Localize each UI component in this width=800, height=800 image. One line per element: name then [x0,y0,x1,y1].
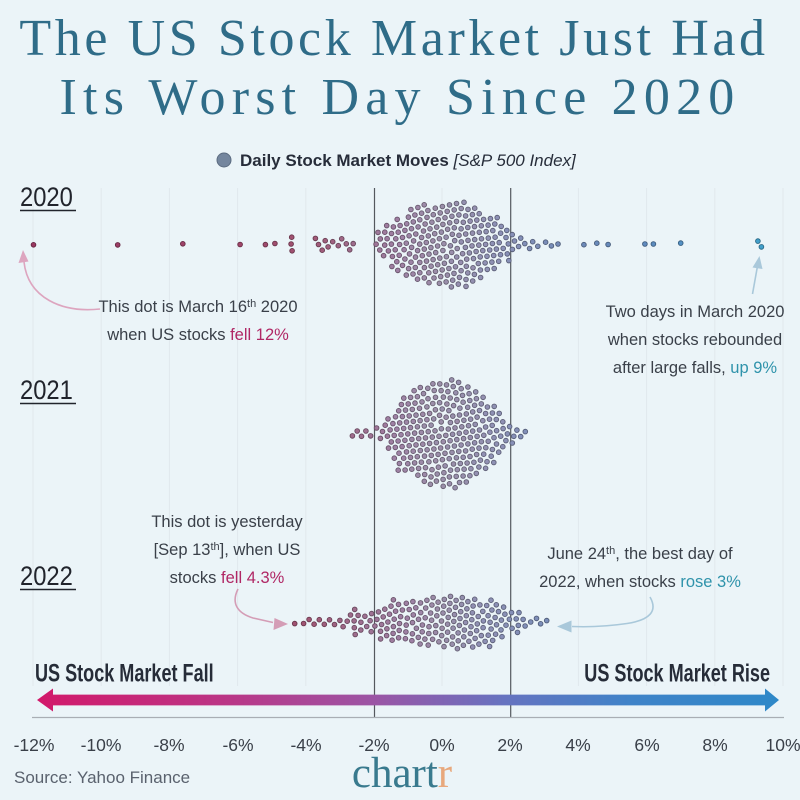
svg-text:-4%: -4% [290,735,321,755]
svg-text:Its Worst Day Since 2020: Its Worst Day Since 2020 [60,69,741,126]
svg-text:This dot is yesterday: This dot is yesterday [151,513,303,531]
svg-text:Two days in March 2020: Two days in March 2020 [606,303,785,321]
svg-text:US Stock Market Fall: US Stock Market Fall [35,659,214,688]
svg-text:chartr: chartr [352,750,452,797]
svg-text:stocks fell 4.3%: stocks fell 4.3% [170,569,285,587]
svg-text:2021: 2021 [20,376,73,406]
svg-text:2020: 2020 [20,183,73,213]
svg-text:[Sep 13th], when US: [Sep 13th], when US [154,541,301,559]
svg-text:10%: 10% [765,735,800,755]
svg-text:-12%: -12% [14,735,55,755]
svg-text:2022: 2022 [20,562,73,592]
svg-text:when stocks rebounded: when stocks rebounded [607,331,782,349]
svg-text:-6%: -6% [222,735,253,755]
svg-text:The US Stock Market Just Had: The US Stock Market Just Had [19,10,768,67]
svg-text:2%: 2% [497,735,522,755]
svg-text:when US stocks fell 12%: when US stocks fell 12% [106,326,289,344]
svg-text:8%: 8% [702,735,727,755]
svg-text:-10%: -10% [81,735,122,755]
svg-text:Source: Yahoo Finance: Source: Yahoo Finance [14,768,190,787]
svg-text:This dot is March 16th 2020: This dot is March 16th 2020 [98,298,297,316]
svg-text:after large falls, up 9%: after large falls, up 9% [613,359,778,377]
svg-text:US Stock Market Rise: US Stock Market Rise [584,659,770,688]
svg-text:6%: 6% [634,735,659,755]
svg-text:4%: 4% [565,735,590,755]
svg-text:-8%: -8% [153,735,184,755]
svg-text:Daily Stock Market Moves [S&P: Daily Stock Market Moves [S&P 500 Index] [240,151,577,170]
svg-text:June 24th, the best day of: June 24th, the best day of [547,545,733,563]
svg-text:0%: 0% [429,735,454,755]
svg-text:2022, when stocks rose 3%: 2022, when stocks rose 3% [539,573,741,591]
svg-text:-2%: -2% [358,735,389,755]
